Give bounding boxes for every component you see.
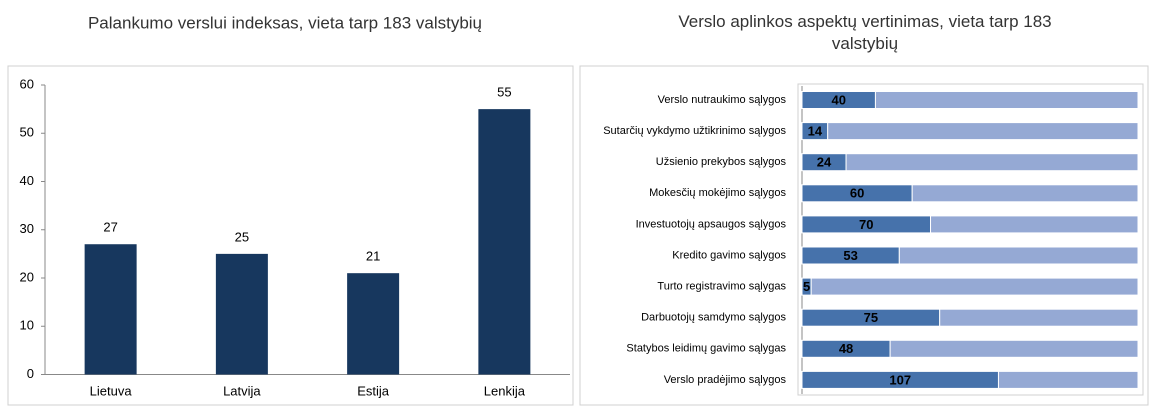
y-tick-label: Verslo nutraukimo sąlygos [658, 94, 787, 106]
value-label: 53 [843, 248, 857, 263]
x-tick-label: Estija [357, 383, 390, 398]
bar-segment [845, 153, 1139, 172]
value-label: 48 [839, 341, 853, 356]
y-tick-label: 40 [20, 173, 34, 188]
y-tick-label: Investuotojų apsaugos sąlygos [636, 218, 787, 230]
value-label: 25 [235, 229, 249, 244]
y-tick-label: Statybos leidimų gavimo sąlygas [626, 343, 786, 355]
value-label: 27 [103, 220, 117, 235]
value-label: 75 [864, 310, 878, 325]
x-tick-label: Lenkija [484, 383, 526, 398]
bar [84, 244, 137, 375]
y-tick-label: Mokesčių mokėjimo sąlygos [649, 187, 786, 199]
value-label: 55 [497, 85, 511, 100]
plot-frame [797, 83, 1144, 396]
chart-title: Palankumo verslui indeksas, vieta tarp 1… [88, 13, 482, 32]
y-tick-label: 60 [20, 76, 34, 91]
y-tick-label: 30 [20, 221, 34, 236]
y-tick-label: 50 [20, 125, 34, 140]
value-label: 40 [831, 92, 845, 107]
value-label: 14 [808, 124, 823, 139]
value-label: 60 [850, 186, 864, 201]
bar-segment [827, 122, 1139, 141]
bar-segment [810, 277, 1139, 296]
bar-segment [898, 246, 1139, 265]
value-label: 24 [817, 155, 832, 170]
value-label: 5 [803, 279, 810, 294]
y-tick-label: 0 [27, 366, 34, 381]
chart-title: Verslo aplinkos aspektų vertinimas, viet… [678, 12, 1051, 53]
value-label: 70 [859, 217, 873, 232]
bar [347, 273, 400, 375]
y-tick-label: Sutarčių vykdymo užtikrinimo sąlygos [603, 125, 786, 137]
x-tick-label: Latvija [223, 383, 261, 398]
bar [215, 253, 268, 375]
y-tick-label: Verslo pradėjimo sąlygos [664, 374, 787, 386]
y-tick-label: Turto registravimo sąlygas [657, 281, 786, 293]
bar-segment [997, 370, 1139, 389]
bar-segment [911, 184, 1139, 203]
y-tick-label: Kredito gavimo sąlygos [672, 249, 786, 261]
x-tick-label: Lietuva [90, 383, 133, 398]
bar-segment [939, 308, 1139, 327]
y-tick-label: 20 [20, 269, 34, 284]
y-tick-label: Užsienio prekybos sąlygos [656, 156, 787, 168]
y-tick-label: 10 [20, 318, 34, 333]
y-tick-label: Darbuotojų samdymo sąlygos [641, 312, 786, 324]
bar-segment [889, 339, 1139, 358]
value-label: 21 [366, 249, 380, 264]
bar-segment [874, 91, 1139, 109]
bar [478, 109, 531, 375]
value-label: 107 [889, 372, 911, 387]
bar-segment [930, 215, 1139, 234]
